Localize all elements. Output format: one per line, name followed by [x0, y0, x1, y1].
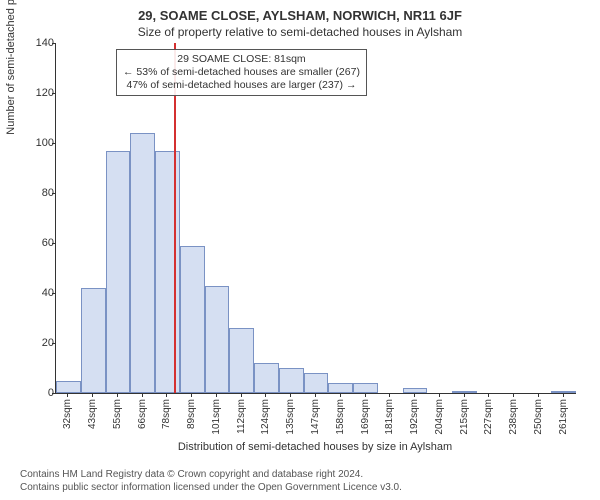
y-tick-label: 140 — [14, 37, 54, 49]
x-tick-mark — [142, 393, 143, 397]
histogram-bar — [205, 286, 230, 394]
x-tick-mark — [290, 393, 291, 397]
y-tick-label: 120 — [14, 87, 54, 99]
histogram-bar — [452, 391, 477, 394]
title-sub: Size of property relative to semi-detach… — [0, 23, 600, 39]
x-tick-mark — [389, 393, 390, 397]
x-tick-mark — [117, 393, 118, 397]
y-tick-label: 40 — [14, 287, 54, 299]
histogram-bar — [551, 391, 576, 394]
x-tick-mark — [464, 393, 465, 397]
x-tick-mark — [265, 393, 266, 397]
x-tick-label: 238sqm — [508, 399, 519, 435]
x-tick-label: 135sqm — [285, 399, 296, 435]
x-tick-label: 66sqm — [137, 399, 148, 429]
y-tick-label: 60 — [14, 237, 54, 249]
title-main: 29, SOAME CLOSE, AYLSHAM, NORWICH, NR11 … — [0, 0, 600, 23]
x-tick-label: 261sqm — [558, 399, 569, 435]
histogram-bar — [180, 246, 205, 394]
x-tick-mark — [538, 393, 539, 397]
x-tick-label: 227sqm — [483, 399, 494, 435]
x-tick-mark — [488, 393, 489, 397]
chart-area: Number of semi-detached properties 29 SO… — [55, 43, 580, 421]
x-tick-label: 32sqm — [62, 399, 73, 429]
x-tick-mark — [563, 393, 564, 397]
annotation-box: 29 SOAME CLOSE: 81sqm← 53% of semi-detac… — [116, 49, 367, 96]
x-tick-mark — [166, 393, 167, 397]
y-axis-label: Number of semi-detached properties — [5, 0, 17, 135]
x-tick-mark — [315, 393, 316, 397]
x-tick-label: 250sqm — [533, 399, 544, 435]
x-axis-title: Distribution of semi-detached houses by … — [55, 441, 575, 453]
histogram-bar — [254, 363, 279, 393]
histogram-bar — [279, 368, 304, 393]
x-tick-mark — [92, 393, 93, 397]
annotation-line: 47% of semi-detached houses are larger (… — [123, 79, 360, 92]
histogram-bar — [304, 373, 329, 393]
footer-line-1: Contains HM Land Registry data © Crown c… — [20, 469, 600, 482]
x-tick-label: 78sqm — [161, 399, 172, 429]
x-tick-mark — [340, 393, 341, 397]
plot-region: 29 SOAME CLOSE: 81sqm← 53% of semi-detac… — [55, 43, 576, 394]
histogram-bar — [353, 383, 378, 393]
y-tick-label: 80 — [14, 187, 54, 199]
histogram-bar — [130, 133, 155, 393]
x-tick-label: 204sqm — [434, 399, 445, 435]
x-tick-label: 192sqm — [409, 399, 420, 435]
y-tick-label: 0 — [14, 387, 54, 399]
histogram-bar — [106, 151, 131, 394]
histogram-bar — [56, 381, 81, 394]
x-tick-label: 55sqm — [112, 399, 123, 429]
x-tick-label: 101sqm — [211, 399, 222, 435]
x-tick-label: 112sqm — [236, 399, 247, 434]
y-tick-label: 20 — [14, 337, 54, 349]
annotation-line: 29 SOAME CLOSE: 81sqm — [123, 53, 360, 66]
x-tick-label: 147sqm — [310, 399, 321, 435]
x-tick-mark — [191, 393, 192, 397]
histogram-bar — [229, 328, 254, 393]
histogram-bar — [328, 383, 353, 393]
x-tick-mark — [414, 393, 415, 397]
footer-line-2: Contains public sector information licen… — [20, 482, 600, 495]
x-tick-mark — [216, 393, 217, 397]
footer: Contains HM Land Registry data © Crown c… — [20, 469, 600, 494]
x-tick-label: 89sqm — [186, 399, 197, 429]
x-tick-label: 43sqm — [87, 399, 98, 429]
y-tick-label: 100 — [14, 137, 54, 149]
x-tick-mark — [513, 393, 514, 397]
histogram-bar — [81, 288, 106, 393]
x-tick-mark — [241, 393, 242, 397]
x-tick-mark — [439, 393, 440, 397]
x-tick-mark — [67, 393, 68, 397]
x-tick-label: 124sqm — [260, 399, 271, 435]
x-tick-label: 158sqm — [335, 399, 346, 435]
annotation-line: ← 53% of semi-detached houses are smalle… — [123, 66, 360, 79]
x-tick-label: 181sqm — [384, 399, 395, 435]
x-tick-label: 169sqm — [360, 399, 371, 435]
x-tick-mark — [365, 393, 366, 397]
x-tick-label: 215sqm — [459, 399, 470, 435]
